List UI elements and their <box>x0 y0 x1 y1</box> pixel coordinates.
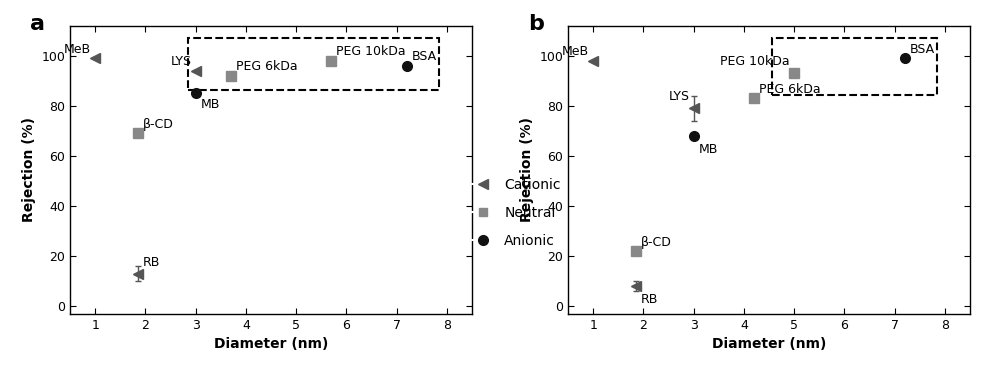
Text: PEG 6kDa: PEG 6kDa <box>236 61 297 73</box>
Text: MeB: MeB <box>64 43 91 56</box>
X-axis label: Diameter (nm): Diameter (nm) <box>214 337 328 351</box>
Text: PEG 10kDa: PEG 10kDa <box>336 45 406 58</box>
Text: PEG 6kDa: PEG 6kDa <box>759 83 821 96</box>
Text: β-CD: β-CD <box>143 118 174 131</box>
Y-axis label: Rejection (%): Rejection (%) <box>520 117 534 222</box>
Text: b: b <box>528 14 544 34</box>
Text: MB: MB <box>201 98 220 111</box>
Text: LYS: LYS <box>669 90 690 103</box>
X-axis label: Diameter (nm): Diameter (nm) <box>712 337 826 351</box>
Text: LYS: LYS <box>171 55 192 68</box>
Text: BSA: BSA <box>910 43 935 56</box>
Text: PEG 10kDa: PEG 10kDa <box>720 55 789 68</box>
Text: RB: RB <box>143 256 160 269</box>
Text: MB: MB <box>699 143 718 156</box>
Text: RB: RB <box>641 293 658 306</box>
Text: BSA: BSA <box>412 51 437 63</box>
Text: a: a <box>30 14 45 34</box>
Text: MeB: MeB <box>562 45 589 58</box>
Y-axis label: Rejection (%): Rejection (%) <box>22 117 36 222</box>
Text: β-CD: β-CD <box>641 235 672 249</box>
Legend: Cationic, Neutral, Anionic: Cationic, Neutral, Anionic <box>464 172 566 254</box>
